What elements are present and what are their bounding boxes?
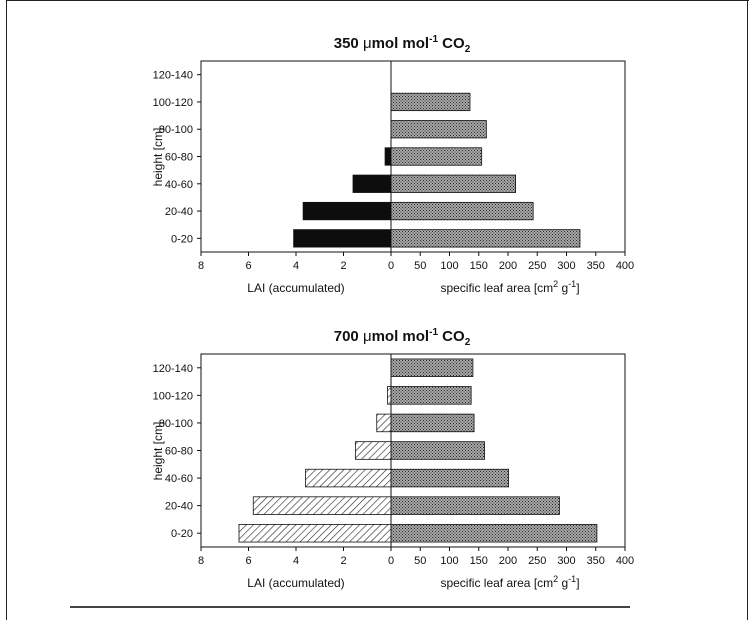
y-tick-label: 60-80: [165, 446, 193, 458]
lai-x-tick-label: 8: [198, 555, 204, 567]
sla-x-tick-label: 400: [616, 260, 634, 272]
chart-panel-1: 350 μmol mol-1 CO2 height [cm] 120-140 100-…: [151, 34, 634, 295]
lai-x-tick-label: 4: [293, 555, 299, 567]
lai-x-tick-label: 6: [245, 260, 251, 272]
y-tick-label: 40-60: [165, 473, 193, 485]
chart-panel-2: 700 μmol mol-1 CO2 height [cm] 120-140 100-…: [151, 327, 634, 590]
sla-x-tick-label: 250: [528, 260, 546, 272]
sla-bar-120-140: [390, 358, 474, 378]
sla-bar-20-40: [390, 201, 534, 221]
y-tick-label: 120-140: [153, 363, 193, 375]
y-tick-label: 60-80: [165, 152, 193, 164]
sla-x-tick-label: 50: [414, 260, 426, 272]
lai-x-tick-label: 2: [340, 555, 346, 567]
y-tick-label: 100-120: [153, 97, 193, 109]
y-tick-label: 0-20: [171, 528, 193, 540]
lai-x-tick-label: 0: [388, 555, 394, 567]
sla-x-tick-label: 300: [557, 555, 575, 567]
y-tick-label: 40-60: [165, 179, 193, 191]
y-tick-label: 20-40: [165, 206, 193, 218]
lai-bar-100-120: [387, 386, 392, 405]
lai-x-tick-label: 2: [340, 260, 346, 272]
y-tick-label: 120-140: [153, 70, 193, 82]
lai-bar-40-60: [305, 468, 392, 488]
sla-x-tick-label: 350: [587, 260, 605, 272]
chart-title: 350 μmol mol-1 CO2: [334, 34, 471, 55]
sla-x-tick-label: 200: [499, 555, 517, 567]
lai-x-tick-label: 6: [245, 555, 251, 567]
lai-bar-20-40: [302, 201, 392, 221]
lai-bar-80-100: [376, 413, 392, 433]
lai-x-tick-label: 0: [388, 260, 394, 272]
sla-x-tick-label: 100: [440, 555, 458, 567]
y-tick-label: 0-20: [171, 233, 193, 245]
sla-x-tick-label: 150: [470, 555, 488, 567]
lai-bar-0-20: [293, 229, 392, 248]
sla-x-tick-label: 300: [557, 260, 575, 272]
y-tick-label: 20-40: [165, 501, 193, 513]
sla-bar-40-60: [390, 468, 509, 488]
frame-left-border: [6, 0, 7, 620]
lai-bar-0-20: [238, 523, 392, 543]
frame-top-border: [6, 0, 749, 1]
sla-bar-80-100: [390, 120, 487, 139]
sla-bar-100-120: [390, 386, 472, 405]
sla-bar-60-80: [390, 441, 485, 460]
y-tick-label: 80-100: [159, 124, 193, 136]
y-tick-label: 80-100: [159, 418, 193, 430]
sla-bar-0-20: [390, 523, 598, 543]
frame-right-border: [747, 0, 748, 620]
sla-x-tick-label: 400: [616, 555, 634, 567]
footer-rule: [70, 606, 630, 608]
sla-x-tick-label: 100: [440, 260, 458, 272]
sla-axis-label: specific leaf area [cm2 g-1]: [440, 574, 579, 590]
sla-bar-40-60: [390, 174, 517, 193]
sla-x-tick-label: 200: [499, 260, 517, 272]
sla-bar-20-40: [390, 496, 560, 515]
sla-bar-60-80: [390, 147, 483, 166]
sla-bar-80-100: [390, 413, 475, 433]
lai-x-tick-label: 4: [293, 260, 299, 272]
lai-axis-label: LAI (accumulated): [247, 281, 344, 295]
sla-x-tick-label: 250: [528, 555, 546, 567]
y-axis-label: height [cm]: [151, 422, 165, 481]
lai-x-tick-label: 8: [198, 260, 204, 272]
lai-bar-60-80: [354, 441, 392, 460]
lai-axis-label: LAI (accumulated): [247, 576, 344, 590]
sla-bar-100-120: [390, 92, 471, 112]
chart-title: 700 μmol mol-1 CO2: [334, 327, 471, 348]
y-tick-label: 100-120: [153, 390, 193, 402]
sla-x-tick-label: 150: [470, 260, 488, 272]
y-axis-label: height [cm]: [151, 128, 165, 187]
lai-bar-60-80: [384, 147, 392, 166]
sla-x-tick-label: 350: [587, 555, 605, 567]
sla-x-tick-label: 50: [414, 555, 426, 567]
sla-bar-0-20: [390, 229, 581, 248]
lai-bar-20-40: [252, 496, 392, 515]
lai-bar-40-60: [352, 174, 392, 193]
sla-axis-label: specific leaf area [cm2 g-1]: [440, 279, 579, 295]
